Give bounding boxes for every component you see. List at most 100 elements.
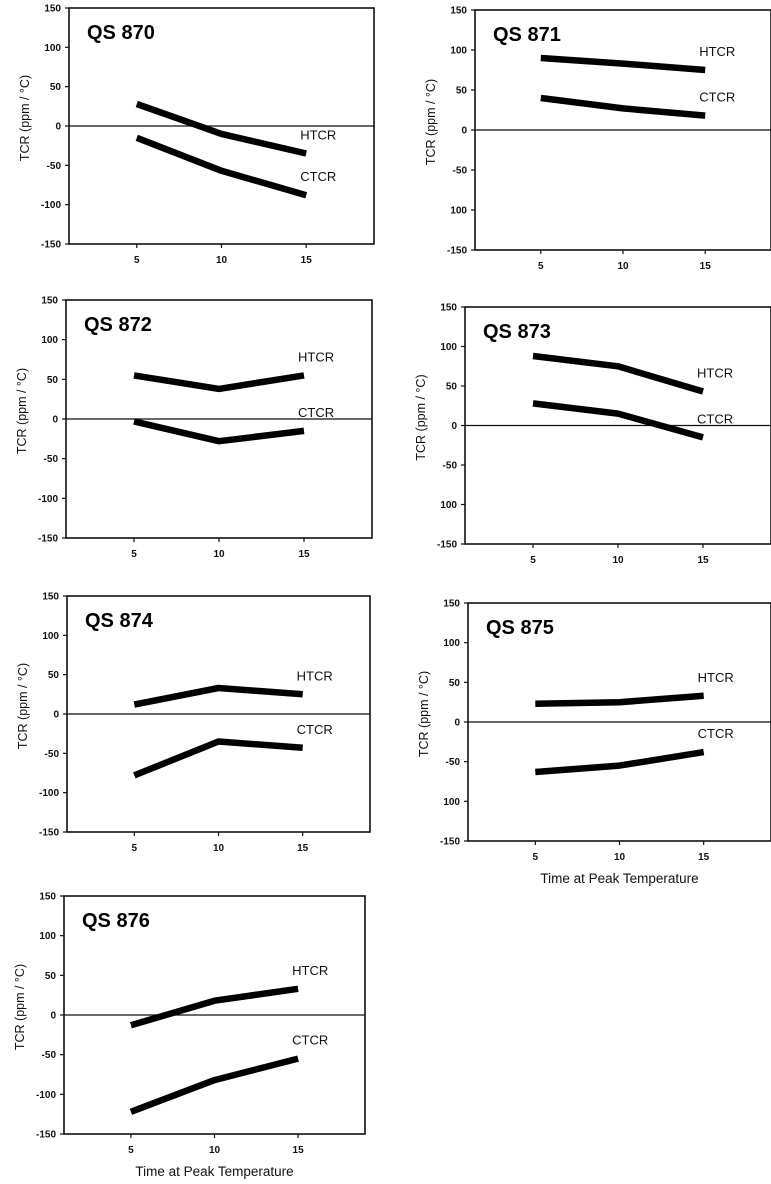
series-line-htcr xyxy=(135,100,307,157)
series-line-ctcr xyxy=(133,738,303,779)
chart-panel-7: 150 100 50 0 -50 -100 -150 5 10 15 QS 876 TCR (ppm … xyxy=(13,892,366,1179)
y-tick-label: 100 xyxy=(450,46,467,57)
series-label-htcr: HTCR xyxy=(292,963,328,978)
y-tick-label: -50 xyxy=(443,461,458,472)
panel-title: QS 871 xyxy=(493,24,561,46)
y-tick-label: -150 xyxy=(447,246,467,257)
x-tick-label: 15 xyxy=(297,843,309,854)
y-tick-label: 50 xyxy=(45,971,57,982)
series-line-htcr xyxy=(133,372,305,393)
y-tick-label: 100 xyxy=(443,797,460,808)
series-label-ctcr: CTCR xyxy=(297,722,333,737)
y-axis-label: TCR (ppm / °C) xyxy=(417,671,431,757)
y-tick-label: 0 xyxy=(53,710,59,721)
y-tick-label: 0 xyxy=(451,421,457,432)
series-line-ctcr xyxy=(129,1055,299,1115)
y-tick-label: -50 xyxy=(47,161,62,172)
x-tick-label: 10 xyxy=(614,852,626,863)
y-tick-label: -50 xyxy=(42,1050,57,1061)
x-tick-label: 15 xyxy=(698,852,710,863)
y-tick-label: 150 xyxy=(440,303,457,314)
x-tick-label: 5 xyxy=(538,261,544,272)
y-tick-label: 0 xyxy=(55,122,61,133)
x-axis-label: Time at Peak Temperature xyxy=(540,871,698,886)
chart-panel-3: 150 100 50 0 -50 -100 -150 5 10 15 QS 872 TCR (ppm … xyxy=(15,296,373,560)
y-tick-label: 50 xyxy=(446,382,458,393)
y-tick-label: -150 xyxy=(41,240,61,251)
series-label-htcr: HTCR xyxy=(297,668,333,683)
y-tick-label: 150 xyxy=(443,599,460,610)
panel-title: QS 874 xyxy=(85,610,154,632)
y-tick-label: 100 xyxy=(440,342,457,353)
x-tick-label: 15 xyxy=(298,549,310,560)
x-tick-label: 5 xyxy=(131,549,137,560)
series-line-ctcr xyxy=(540,94,706,119)
x-tick-label: 10 xyxy=(209,1145,221,1156)
series-line-htcr xyxy=(133,684,303,708)
y-tick-label: 150 xyxy=(44,4,61,15)
y-tick-label: -50 xyxy=(45,749,60,760)
y-tick-label: -150 xyxy=(437,540,457,551)
panel-title: QS 876 xyxy=(82,910,150,932)
series-label-htcr: HTCR xyxy=(298,349,334,364)
chart-panel-4: 150 100 50 0 -50 100 -150 5 10 15 QS 873 TCR (ppm /… xyxy=(414,303,771,566)
y-tick-label: 100 xyxy=(443,638,460,649)
y-tick-label: 50 xyxy=(47,375,59,386)
chart-panel-2: 150 100 50 0 -50 100 -150 5 10 15 QS 871 TCR (ppm /… xyxy=(424,6,771,272)
y-axis-label: TCR (ppm / °C) xyxy=(15,368,29,454)
y-axis-label: TCR (ppm / °C) xyxy=(16,663,30,749)
y-tick-label: 0 xyxy=(461,126,467,137)
x-tick-label: 5 xyxy=(128,1145,134,1156)
chart-panel-5: 150 100 50 0 -50 -100 -150 5 10 15 QS 874 TCR (ppm … xyxy=(16,592,371,854)
y-tick-label: 0 xyxy=(454,718,460,729)
y-tick-label: -100 xyxy=(41,200,61,211)
series-line-ctcr xyxy=(532,400,704,441)
series-line-ctcr xyxy=(135,134,308,199)
series-line-htcr xyxy=(129,985,299,1029)
series-label-ctcr: CTCR xyxy=(697,411,733,426)
series-label-ctcr: CTCR xyxy=(698,726,734,741)
y-tick-label: 100 xyxy=(44,43,61,54)
y-tick-label: -50 xyxy=(453,166,468,177)
y-tick-label: 50 xyxy=(50,82,62,93)
panel-title: QS 870 xyxy=(87,22,155,44)
y-tick-label: 50 xyxy=(48,670,60,681)
y-axis-label: TCR (ppm / °C) xyxy=(18,75,32,161)
panel-title: QS 875 xyxy=(486,617,554,639)
chart-panel-6: 150 100 50 0 -50 100 -150 5 10 15 QS 875 TCR (ppm /… xyxy=(417,599,771,886)
y-tick-label: 100 xyxy=(41,335,58,346)
series-line-ctcr xyxy=(133,418,305,445)
y-tick-label: -150 xyxy=(440,837,460,848)
y-tick-label: 0 xyxy=(52,415,58,426)
series-label-ctcr: CTCR xyxy=(298,405,334,420)
panel-title: QS 873 xyxy=(483,321,551,343)
y-tick-label: 100 xyxy=(450,206,467,217)
y-tick-label: 150 xyxy=(39,892,56,903)
x-tick-label: 15 xyxy=(301,255,313,266)
x-axis-label: Time at Peak Temperature xyxy=(135,1164,293,1179)
y-tick-label: -150 xyxy=(39,828,59,839)
x-tick-label: 10 xyxy=(213,549,225,560)
series-line-htcr xyxy=(535,692,704,708)
y-axis-label: TCR (ppm / °C) xyxy=(13,964,27,1050)
x-tick-label: 10 xyxy=(612,555,624,566)
series-label-htcr: HTCR xyxy=(300,128,336,143)
y-tick-label: -50 xyxy=(44,454,59,465)
x-tick-label: 15 xyxy=(293,1145,305,1156)
y-tick-label: -150 xyxy=(36,1130,56,1141)
y-tick-label: -100 xyxy=(38,494,58,505)
series-label-ctcr: CTCR xyxy=(300,169,336,184)
series-label-htcr: HTCR xyxy=(699,44,735,59)
x-tick-label: 5 xyxy=(132,843,138,854)
series-label-htcr: HTCR xyxy=(698,670,734,685)
y-tick-label: -50 xyxy=(446,757,461,768)
y-tick-label: -100 xyxy=(36,1090,56,1101)
y-tick-label: 0 xyxy=(50,1011,56,1022)
x-tick-label: 10 xyxy=(216,255,228,266)
y-tick-label: 100 xyxy=(440,500,457,511)
chart-panel-1: 150 100 50 0 -50 -100 -150 5 10 15 QS 870 TCR (ppm … xyxy=(18,4,375,266)
series-line-ctcr xyxy=(535,748,705,776)
x-tick-label: 10 xyxy=(617,261,629,272)
y-tick-label: 150 xyxy=(41,296,58,307)
